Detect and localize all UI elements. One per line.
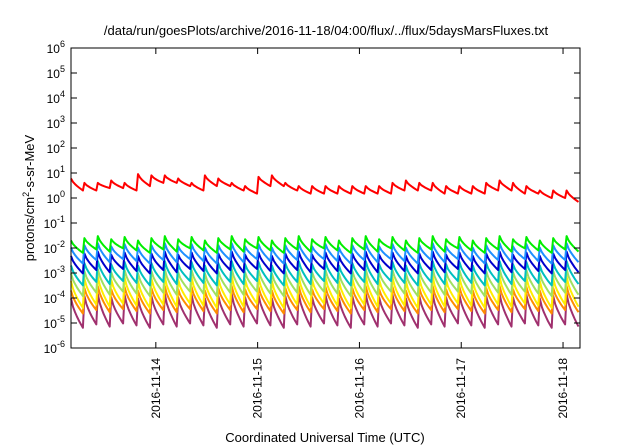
y-tick-base: 10	[47, 42, 61, 56]
y-axis-label-post: -s-sr-MeV	[22, 134, 37, 191]
y-tick-base: 10	[44, 292, 58, 306]
y-tick-label: 106	[47, 39, 65, 56]
y-tick-exp: -4	[57, 289, 65, 299]
series-line	[70, 235, 580, 254]
y-tick-label: 10-5	[44, 314, 65, 331]
x-tick-label: 2016-11-18	[556, 358, 570, 419]
series-line	[70, 260, 580, 287]
y-tick-label: 101	[47, 164, 65, 181]
y-tick-label: 103	[47, 114, 65, 131]
y-tick-exp: 1	[60, 164, 65, 174]
y-tick-base: 10	[47, 92, 61, 106]
y-tick-base: 10	[44, 267, 58, 281]
y-tick-base: 10	[47, 167, 61, 181]
y-tick-exp: 3	[60, 114, 65, 124]
y-tick-exp: 5	[60, 64, 65, 74]
y-axis: 10610510410310210110010-110-210-310-410-…	[44, 39, 580, 356]
y-tick-label: 10-4	[44, 289, 65, 306]
y-tick-exp: -3	[57, 264, 65, 274]
y-tick-exp: 2	[60, 139, 65, 149]
y-tick-label: 10-6	[44, 339, 65, 356]
y-tick-base: 10	[44, 317, 58, 331]
y-tick-base: 10	[47, 192, 61, 206]
y-tick-base: 10	[44, 217, 58, 231]
y-tick-exp: -1	[57, 214, 65, 224]
x-tick-label: 2016-11-14	[149, 358, 163, 419]
x-axis-label: Coordinated Universal Time (UTC)	[225, 430, 424, 445]
x-tick-label: 2016-11-17	[454, 358, 468, 419]
y-tick-exp: -2	[57, 239, 65, 249]
x-tick-label: 2016-11-16	[352, 358, 366, 419]
y-tick-exp: -5	[57, 314, 65, 324]
y-tick-label: 100	[47, 189, 65, 206]
y-tick-exp: -6	[57, 339, 65, 349]
y-axis-label-pre: protons/cm	[22, 197, 37, 261]
y-tick-label: 102	[47, 139, 65, 156]
y-tick-label: 104	[47, 89, 65, 106]
x-tick-label: 2016-11-15	[251, 358, 265, 419]
series-line	[70, 173, 580, 203]
y-tick-base: 10	[44, 342, 58, 356]
y-tick-base: 10	[44, 242, 58, 256]
y-tick-label: 10-1	[44, 214, 65, 231]
y-tick-label: 10-3	[44, 264, 65, 281]
y-tick-base: 10	[47, 142, 61, 156]
y-tick-exp: 4	[60, 89, 65, 99]
y-tick-base: 10	[47, 117, 61, 131]
y-tick-label: 10-2	[44, 239, 65, 256]
y-tick-label: 105	[47, 64, 65, 81]
series-layer	[70, 173, 580, 329]
y-tick-exp: 0	[60, 189, 65, 199]
series-line	[70, 250, 580, 275]
chart-title: /data/run/goesPlots/archive/2016-11-18/0…	[104, 23, 549, 38]
series-line	[70, 242, 580, 265]
x-axis: 2016-11-14 2016-11-15 2016-11-16 2016-11-17…	[149, 48, 570, 419]
y-axis-label-sup: 2	[21, 192, 31, 197]
y-axis-label: protons/cm2-s-sr-MeV	[21, 134, 37, 261]
y-tick-exp: 6	[60, 39, 65, 49]
y-tick-base: 10	[47, 67, 61, 81]
